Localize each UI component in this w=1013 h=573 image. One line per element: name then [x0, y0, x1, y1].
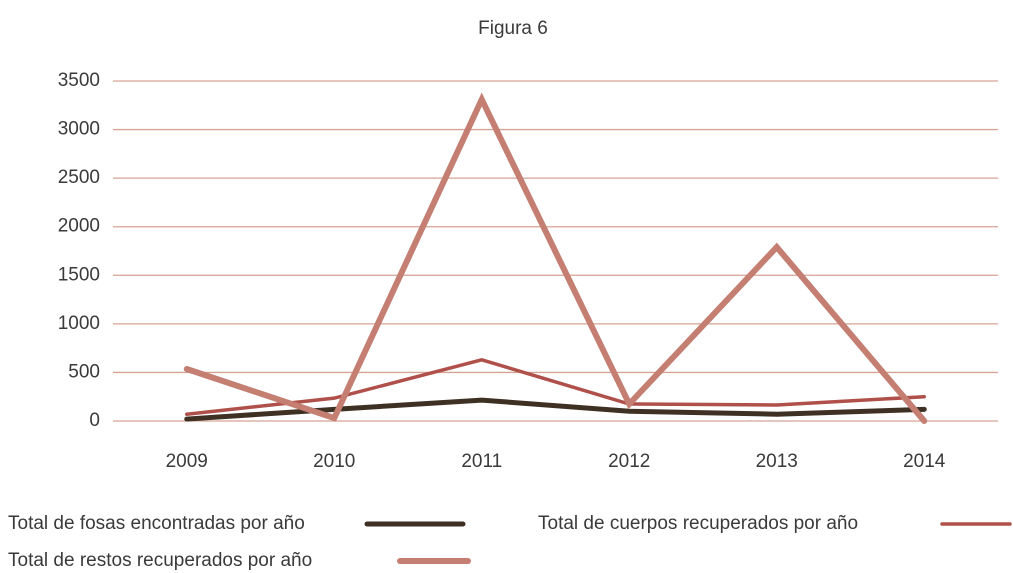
y-tick-label: 2000	[58, 216, 100, 237]
y-tick-label: 0	[89, 410, 100, 431]
y-tick-label: 500	[68, 361, 100, 382]
x-tick-label: 2013	[756, 451, 798, 472]
series-line	[183, 92, 928, 424]
chart-title: Figura 6	[478, 18, 548, 39]
series-line	[185, 357, 926, 416]
x-tick-label: 2009	[166, 451, 208, 472]
y-tick-label: 1000	[58, 313, 100, 334]
legend-label: Total de fosas encontradas por año	[8, 513, 305, 534]
y-tick-label: 3500	[58, 70, 100, 91]
x-tick-label: 2012	[608, 451, 650, 472]
x-tick-label: 2010	[313, 451, 355, 472]
legend-label: Total de cuerpos recuperados por año	[538, 513, 858, 534]
legend-label: Total de restos recuperados por año	[8, 550, 312, 571]
y-tick-label: 1500	[58, 264, 100, 285]
x-tick-label: 2014	[903, 451, 946, 472]
y-tick-label: 3000	[58, 119, 100, 140]
y-tick-label: 2500	[58, 167, 100, 188]
x-tick-label: 2011	[461, 451, 502, 472]
